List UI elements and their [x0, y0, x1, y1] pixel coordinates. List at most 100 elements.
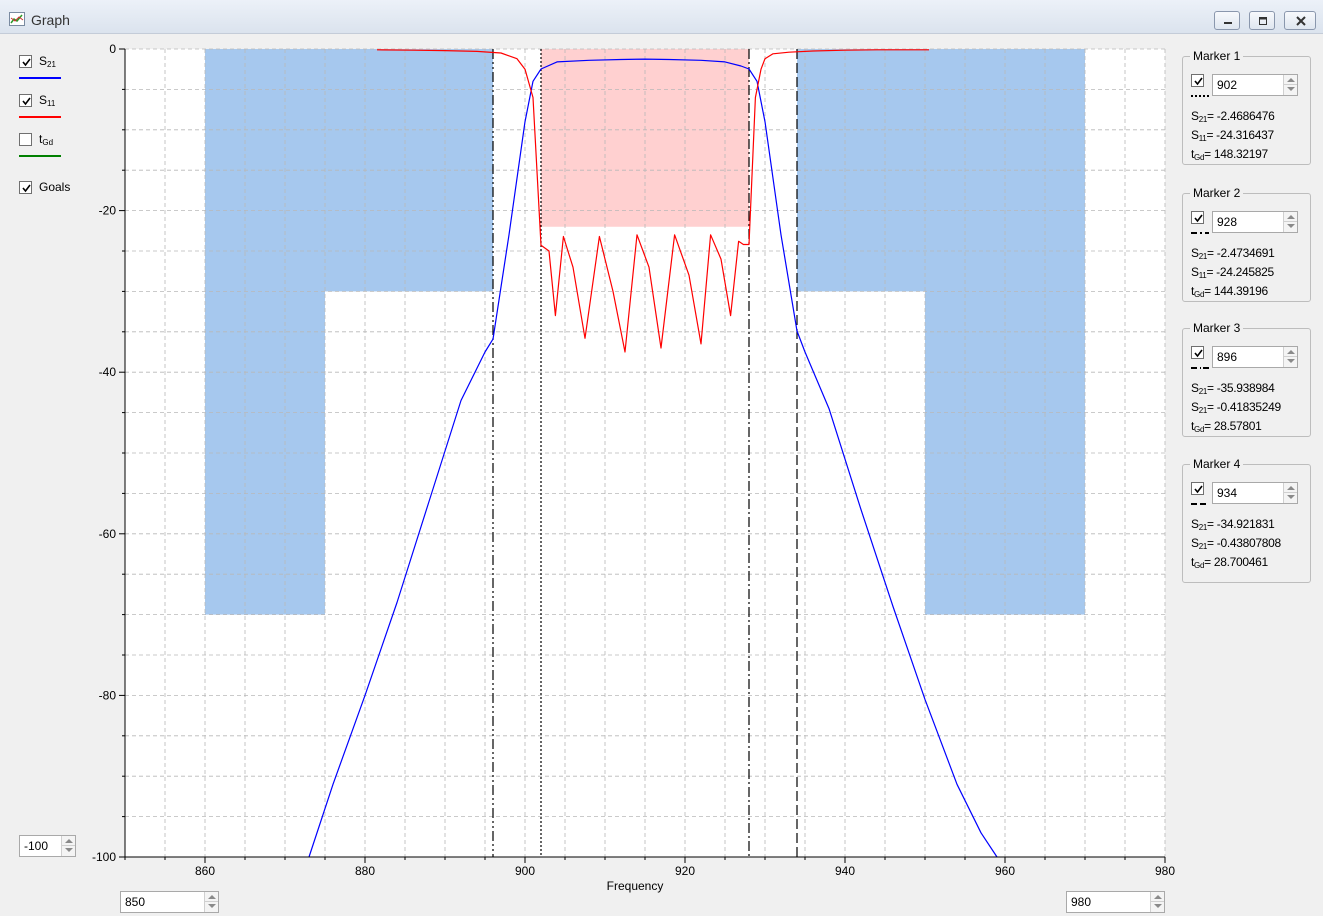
marker-readout: S21= -2.4734691: [1191, 246, 1275, 261]
x-max-spin-arrows[interactable]: [1150, 892, 1164, 912]
marker-frequency-value[interactable]: 902: [1217, 78, 1238, 92]
marker-readout: tGd= 28.700461: [1191, 555, 1268, 570]
x-tick-label: 940: [835, 864, 855, 878]
marker-4-group: Marker 4 934 S21= -34.921831 S21= -0.438078…: [1182, 457, 1311, 583]
y-min-spinner[interactable]: -100: [19, 835, 76, 857]
y-tick-label: -100: [92, 850, 116, 864]
checkmark-icon: [22, 184, 31, 193]
checkmark-icon: [1194, 214, 1203, 223]
x-tick-label: 860: [195, 864, 215, 878]
marker-frequency-value[interactable]: 928: [1217, 215, 1238, 229]
marker-line-style-swatch: [1191, 503, 1209, 505]
tgd-checkbox[interactable]: [19, 133, 32, 146]
y-tick-label: -40: [99, 365, 117, 379]
marker-readout: S11= -24.245825: [1191, 265, 1274, 280]
y-tick-label: -60: [99, 527, 117, 541]
marker-spin-arrows[interactable]: [1283, 483, 1297, 503]
spin-up-icon[interactable]: [1154, 895, 1162, 899]
close-icon: [1296, 16, 1306, 26]
spin-up-icon[interactable]: [1287, 215, 1295, 219]
marker-checkbox[interactable]: [1191, 74, 1204, 87]
spin-down-icon[interactable]: [208, 904, 216, 908]
goal-region-5: [541, 49, 749, 227]
marker-title: Marker 2: [1190, 186, 1244, 200]
chart-svg[interactable]: 860 880 900 920 940 960 980 0 -20 -40 -60 -80 -100 Fr…: [0, 34, 1175, 913]
s21-checkbox[interactable]: [19, 55, 32, 68]
plot-area: 860 880 900 920 940 960 980 0 -20 -40 -60 -80 -100 Fr…: [0, 34, 1175, 916]
s21-label: S21: [39, 54, 56, 69]
marker-title: Marker 1: [1190, 49, 1244, 63]
marker-frequency-spinner[interactable]: 928: [1212, 211, 1298, 233]
marker-title: Marker 4: [1190, 457, 1244, 471]
marker-frequency-spinner[interactable]: 896: [1212, 346, 1298, 368]
title-bar: Graph: [0, 0, 1323, 34]
graph-app-icon: [9, 12, 25, 26]
marker-frequency-spinner[interactable]: 902: [1212, 74, 1298, 96]
x-tick-label: 920: [675, 864, 695, 878]
y-tick-label: -20: [99, 204, 117, 218]
spin-down-icon[interactable]: [1154, 904, 1162, 908]
spin-down-icon[interactable]: [1287, 495, 1295, 499]
y-min-spin-arrows[interactable]: [61, 836, 75, 856]
y-tick-label: -80: [99, 688, 117, 702]
spin-up-icon[interactable]: [65, 839, 73, 843]
goals-checkbox[interactable]: [19, 181, 32, 194]
checkmark-icon: [22, 58, 31, 67]
spin-up-icon[interactable]: [208, 895, 216, 899]
marker-checkbox[interactable]: [1191, 346, 1204, 359]
marker-readout: S11= -24.316437: [1191, 128, 1274, 143]
marker-readout: S21= -34.921831: [1191, 517, 1275, 532]
s11-checkbox[interactable]: [19, 94, 32, 107]
marker-checkbox[interactable]: [1191, 482, 1204, 495]
spin-down-icon[interactable]: [1287, 224, 1295, 228]
marker-readout: tGd= 148.32197: [1191, 147, 1268, 162]
x-tick-label: 900: [515, 864, 535, 878]
x-min-value[interactable]: 850: [125, 895, 146, 909]
spin-down-icon[interactable]: [1287, 359, 1295, 363]
x-min-spinner[interactable]: 850: [120, 891, 219, 913]
series-s11-line: [376, 49, 929, 353]
marker-readout: S21= -0.41835249: [1191, 400, 1281, 415]
close-button[interactable]: [1284, 11, 1316, 30]
marker-2-group: Marker 2 928 S21= -2.4734691 S11= -24.24582…: [1182, 186, 1311, 302]
x-tick-label: 880: [355, 864, 375, 878]
marker-readout: tGd= 28.57801: [1191, 419, 1262, 434]
restore-button[interactable]: [1249, 11, 1275, 30]
y-min-value[interactable]: -100: [24, 839, 49, 853]
series-s21-line: [308, 58, 998, 858]
spin-down-icon[interactable]: [1287, 87, 1295, 91]
s21-line-swatch: [19, 77, 61, 79]
marker-spin-arrows[interactable]: [1283, 75, 1297, 95]
x-min-spin-arrows[interactable]: [204, 892, 218, 912]
s11-line-swatch: [19, 116, 61, 118]
spin-down-icon[interactable]: [65, 848, 73, 852]
y-tick-label: 0: [109, 42, 116, 56]
x-tick-label: 960: [995, 864, 1015, 878]
marker-3-group: Marker 3 896 S21= -35.938984 S21= -0.418352…: [1182, 321, 1311, 437]
x-max-spinner[interactable]: 980: [1066, 891, 1165, 913]
checkmark-icon: [1194, 485, 1203, 494]
marker-frequency-value[interactable]: 896: [1217, 350, 1238, 364]
spin-up-icon[interactable]: [1287, 350, 1295, 354]
marker-readout: S21= -35.938984: [1191, 381, 1275, 396]
checkmark-icon: [1194, 349, 1203, 358]
goals-label: Goals: [39, 180, 71, 194]
marker-frequency-spinner[interactable]: 934: [1212, 482, 1298, 504]
marker-frequency-value[interactable]: 934: [1217, 486, 1238, 500]
marker-1-group: Marker 1 902 S21= -2.4686476 S11= -24.31643…: [1182, 49, 1311, 165]
marker-checkbox[interactable]: [1191, 211, 1204, 224]
marker-spin-arrows[interactable]: [1283, 212, 1297, 232]
x-max-value[interactable]: 980: [1071, 895, 1092, 909]
spin-up-icon[interactable]: [1287, 486, 1295, 490]
s11-label: S11: [39, 93, 56, 108]
marker-readout: tGd= 144.39196: [1191, 284, 1268, 299]
marker-spin-arrows[interactable]: [1283, 347, 1297, 367]
spin-up-icon[interactable]: [1287, 78, 1295, 82]
marker-readout: S21= -2.4686476: [1191, 109, 1275, 124]
restore-icon: [1259, 17, 1267, 25]
minimize-button[interactable]: [1214, 11, 1240, 30]
marker-line-style-swatch: [1191, 95, 1209, 97]
marker-line-style-swatch: [1191, 367, 1209, 369]
tgd-line-swatch: [19, 155, 61, 157]
window-title: Graph: [31, 12, 70, 28]
